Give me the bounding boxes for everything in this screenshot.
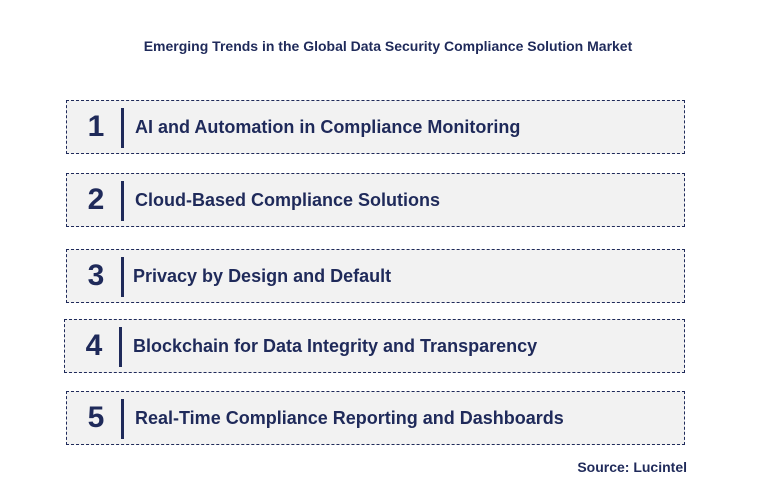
- trend-number: 3: [87, 259, 105, 292]
- trend-label: AI and Automation in Compliance Monitori…: [135, 116, 521, 137]
- trend-item-5: 5 Real-Time Compliance Reporting and Das…: [66, 391, 685, 445]
- page-title: Emerging Trends in the Global Data Secur…: [143, 38, 633, 54]
- trend-item-3: 3 Privacy by Design and Default: [66, 249, 685, 303]
- divider-bar: [121, 108, 124, 148]
- trend-number: 1: [87, 110, 105, 143]
- trend-label: Blockchain for Data Integrity and Transp…: [133, 335, 538, 356]
- trend-label: Cloud-Based Compliance Solutions: [135, 189, 441, 210]
- trend-item-2: 2 Cloud-Based Compliance Solutions: [66, 173, 685, 227]
- trend-number: 2: [87, 183, 105, 216]
- trend-label: Privacy by Design and Default: [133, 265, 392, 286]
- divider-bar: [121, 257, 124, 297]
- trend-label: Real-Time Compliance Reporting and Dashb…: [135, 407, 564, 428]
- divider-bar: [121, 399, 124, 439]
- divider-bar: [121, 181, 124, 221]
- trend-number: 5: [87, 401, 105, 434]
- trend-number: 4: [85, 329, 103, 362]
- source-note: Source: Lucintel: [577, 459, 687, 475]
- trend-item-1: 1 AI and Automation in Compliance Monito…: [66, 100, 685, 154]
- divider-bar: [119, 327, 122, 367]
- trend-item-4: 4 Blockchain for Data Integrity and Tran…: [64, 319, 685, 373]
